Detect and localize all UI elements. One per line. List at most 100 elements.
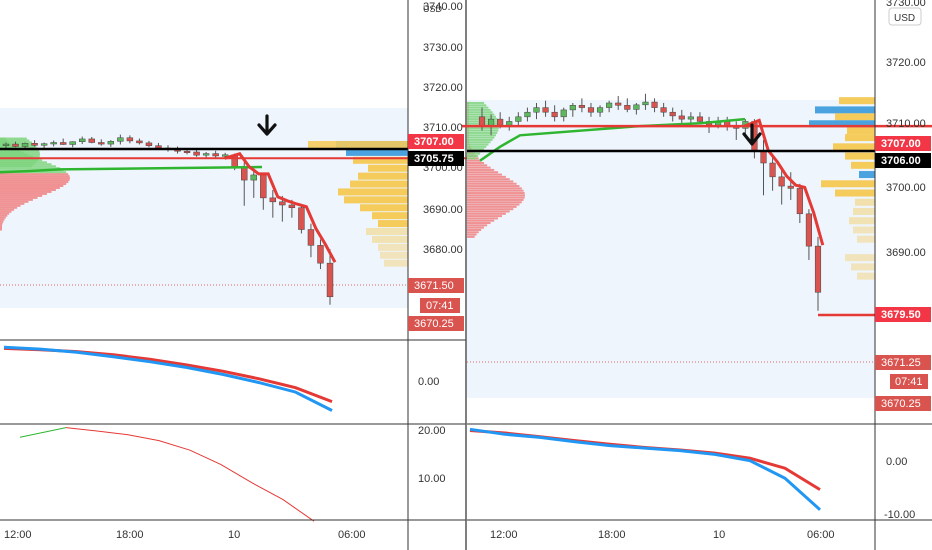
r-visible-profile-bar [835,189,875,197]
l-session-profile-bar [0,206,18,209]
right-price-labels: 3707.00 3706.00 3679.50 3671.25 07:41 36… [875,136,931,411]
right-red-trail-line [743,118,825,246]
right-label-bg-last [875,355,931,370]
r-candle-body [615,102,622,106]
r-candle-body [587,107,595,113]
r-visible-profile-bar [847,127,875,135]
right-label-bg-black [875,153,931,168]
right-label-black: 3706.00 [881,155,921,167]
r-session-profile-bar [467,101,485,104]
left-label-poc: 3707.00 [414,136,454,148]
left-tick-3710: 3710.00 [423,122,463,134]
r-session-profile-bar [467,166,491,169]
right-tick-3700: 3700.00 [886,182,926,194]
right-osc-tick-minus10: -10.00 [884,509,915,521]
left-osc-tick-zero: 0.00 [418,376,439,388]
right-down-arrow-icon [742,123,762,146]
l-session-profile-bar [0,228,2,231]
l-candle-body [155,145,162,149]
l-session-profile-bar [0,210,12,213]
r-session-profile-bar [467,138,493,141]
left-value-area [0,108,408,308]
r-session-profile-bar [467,178,510,181]
r-candle-body [760,151,767,164]
l-session-profile-bar [0,220,4,223]
l-session-profile-bar [0,190,52,193]
r-session-profile-bar [467,143,489,146]
l-session-profile-bar [0,179,70,182]
r-visible-profile-bar [853,226,875,234]
r-session-profile-bar [467,171,499,174]
r-candle-body [805,213,812,247]
left-green-poc-line [0,165,263,174]
r-visible-profile-bar [855,198,875,206]
right-volume-profile-visible [809,97,875,280]
left-oscillator-red-line [3,346,333,404]
left-time-tick-0600: 06:00 [338,529,366,541]
right-oscillator-blue-line [469,427,822,511]
right-currency-badge[interactable] [888,7,922,26]
r-session-profile-bar [467,145,487,148]
r-session-profile-bar [467,148,485,151]
l-session-profile-bar [0,208,15,211]
r-visible-profile-bar [821,180,875,188]
right-candles [478,93,822,311]
r-candle-body [506,121,513,126]
right-label-stub: 3679.50 [881,309,921,321]
l-candle-body [40,143,48,146]
right-time-tick-10: 10 [713,529,725,541]
r-session-profile-bar [467,157,477,160]
left-time-tick-10: 10 [228,529,240,541]
right-oscillator-red-line [469,429,821,491]
r-visible-profile-bar [845,152,875,160]
right-time-tick-1800: 18:00 [598,529,626,541]
r-session-profile-bar [467,108,491,111]
r-session-profile-bar [467,231,479,234]
r-visible-profile-bar [851,263,875,271]
left-currency: USD [423,4,443,14]
r-session-profile-bar [467,106,489,109]
r-visible-profile-bar [815,106,875,114]
l-session-profile-bar [0,149,40,152]
r-session-profile-bar [467,222,491,225]
l-session-profile-bar [0,177,70,180]
r-session-profile-bar [467,185,520,188]
r-visible-profile-bar [857,235,875,243]
r-candle-body [687,116,694,120]
l-candle-body [317,245,324,264]
l-visible-profile-bar [378,220,408,228]
l-visible-profile-bar [358,172,408,180]
l-visible-profile-bar [344,196,408,204]
l-candle-body [126,137,134,142]
left-price-axis: 3740.00 USD 3730.00 3720.00 3710.00 3700… [423,1,463,256]
l-session-profile-bar [0,222,3,225]
r-candle-body [669,111,676,117]
r-candle-body [596,107,604,113]
r-visible-profile-bar [857,272,875,280]
l-visible-profile-bar [308,140,408,148]
l-candle-body [12,143,19,147]
l-session-profile-bar [0,151,40,154]
l-visible-profile-bar [372,212,408,220]
left-label-last: 3671.50 [414,280,454,292]
l-candle-body [221,154,229,157]
r-visible-profile-bar [833,143,875,151]
l-session-profile-bar [0,137,27,140]
l-session-profile-bar [0,139,30,142]
l-candle-body [107,141,115,145]
l-visible-profile-bar [378,243,408,251]
left-ind-tick-20: 20.00 [418,425,446,437]
r-session-profile-bar [467,203,520,206]
l-visible-profile-bar [368,164,408,172]
l-visible-profile-bar [366,228,408,236]
l-session-profile-bar [0,218,5,221]
left-label-timer: 07:41 [426,300,454,312]
l-visible-profile-bar [338,188,408,196]
r-session-profile-bar [467,113,495,116]
l-session-profile-bar [0,200,29,203]
r-session-profile-bar [467,233,477,236]
l-candle-body [193,151,200,156]
l-candle-body [212,153,219,157]
r-session-profile-bar [467,136,495,139]
right-oscillator-pane: 0.00 -10.00 [469,427,915,521]
